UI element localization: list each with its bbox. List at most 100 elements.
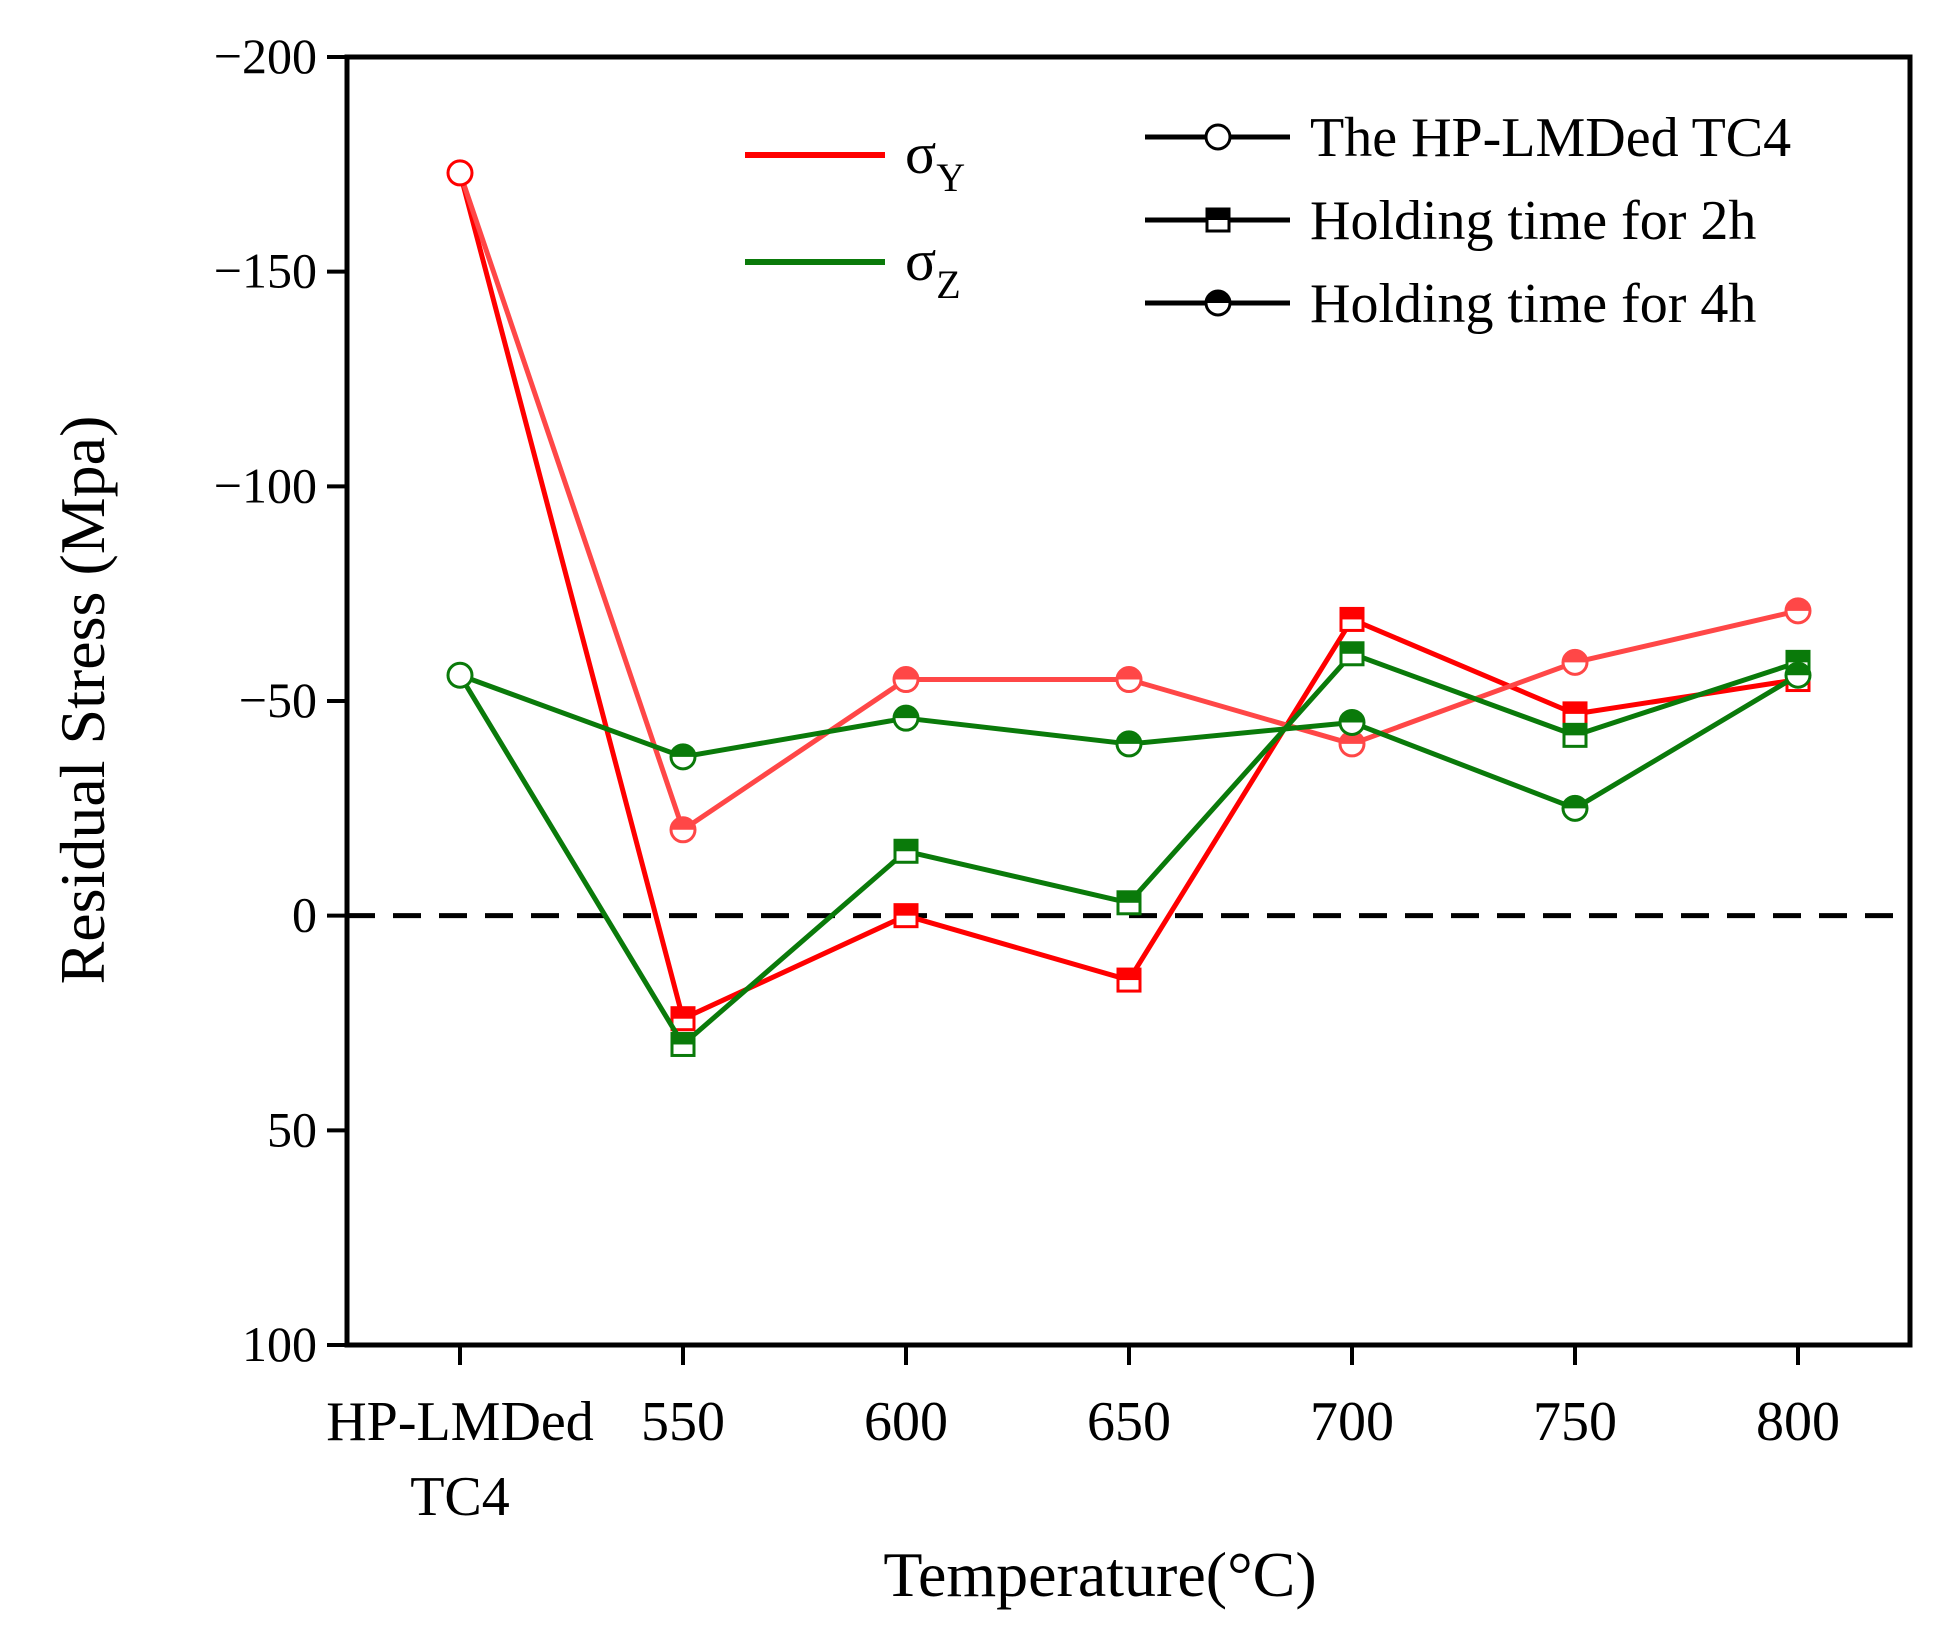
data-point-edge <box>892 704 920 732</box>
data-point-edge <box>669 816 697 844</box>
data-point <box>893 838 919 864</box>
data-point-edge <box>893 903 919 929</box>
y-tick-label: 0 <box>292 887 317 943</box>
data-point <box>1339 641 1365 667</box>
series-layer <box>446 159 1812 1057</box>
data-point <box>1562 722 1588 748</box>
x-tick-label-line2: TC4 <box>410 1466 510 1528</box>
legend-marker-symbol <box>1204 289 1232 317</box>
data-point-edge <box>1561 648 1589 676</box>
data-point <box>1784 661 1812 689</box>
legend-symbol: σ <box>905 121 936 186</box>
legend-marker-symbol <box>1204 123 1232 151</box>
legend-marker-symbol-edge <box>1205 207 1231 233</box>
data-point <box>1338 708 1366 736</box>
x-tick-label: 600 <box>864 1391 948 1453</box>
y-tick-label: −200 <box>214 28 317 84</box>
data-point-edge <box>670 1031 696 1057</box>
data-point-edge <box>893 838 919 864</box>
data-point-edge <box>1784 661 1812 689</box>
legend-label: σY <box>905 121 965 200</box>
data-point <box>1561 648 1589 676</box>
data-point <box>1561 794 1589 822</box>
data-point <box>1115 730 1143 758</box>
legend-marker-symbol-fill <box>1207 209 1229 220</box>
series-z-4h <box>459 661 1812 822</box>
x-tick-label: 700 <box>1310 1391 1394 1453</box>
legend-component-y: σY <box>745 121 965 200</box>
x-tick-label: 650 <box>1087 1391 1171 1453</box>
data-point-edge <box>669 743 697 771</box>
data-point-fill <box>672 1033 694 1045</box>
series-y-2h <box>457 172 1811 1032</box>
data-point <box>892 666 920 694</box>
y-axis-title: Residual Stress (Mpa) <box>47 416 118 985</box>
x-axis-title: Temperature(°C) <box>883 1539 1316 1610</box>
data-point-edge <box>1116 890 1142 916</box>
data-point <box>1116 967 1142 993</box>
data-point-fill <box>1564 724 1586 736</box>
series-z-2h <box>457 641 1811 1057</box>
data-point-edge <box>1561 794 1589 822</box>
legend-marker-0: The HP-LMDed TC4 <box>1145 107 1791 169</box>
y-tick-label: −100 <box>214 457 317 513</box>
data-point-fill <box>672 1007 694 1019</box>
data-point <box>893 903 919 929</box>
legend-symbol: σ <box>905 228 936 293</box>
data-point-edge <box>1115 666 1143 694</box>
data-point-fill <box>1341 642 1363 654</box>
legend-subscript: Z <box>936 262 960 307</box>
y-tick-label: 100 <box>242 1316 317 1372</box>
data-point <box>669 816 697 844</box>
data-point-edge <box>670 1006 696 1032</box>
data-point <box>892 704 920 732</box>
legend-marker-symbol <box>1205 207 1231 233</box>
data-point-edge <box>892 666 920 694</box>
legend-label: σZ <box>905 228 961 307</box>
data-point <box>1116 890 1142 916</box>
y-tick-label: −50 <box>239 672 317 728</box>
data-point-fill <box>1564 702 1586 714</box>
y-tick-label: 50 <box>267 1101 317 1157</box>
data-point-edge <box>1339 641 1365 667</box>
as-built-point-y <box>446 159 474 187</box>
legend-marker-2: Holding time for 4h <box>1145 273 1756 335</box>
data-point-fill <box>1341 608 1363 620</box>
legend-label: Holding time for 4h <box>1310 273 1756 335</box>
data-point <box>670 1006 696 1032</box>
y-tick-label: −150 <box>214 243 317 299</box>
x-tick-label: HP-LMDed <box>326 1391 594 1453</box>
legend-subscript: Y <box>936 155 965 200</box>
legend-component-z: σZ <box>745 228 961 307</box>
data-point-edge <box>1562 722 1588 748</box>
data-point-edge <box>1784 597 1812 625</box>
legend-label: The HP-LMDed TC4 <box>1310 107 1791 169</box>
data-point-edge <box>1338 708 1366 736</box>
data-point <box>1784 597 1812 625</box>
data-point <box>670 1031 696 1057</box>
data-point-fill <box>895 904 917 916</box>
data-point-fill <box>1118 969 1140 981</box>
legend-marker-1: Holding time for 2h <box>1145 190 1756 252</box>
series-y-4h <box>457 172 1812 844</box>
data-point <box>1338 730 1366 758</box>
data-point-fill <box>1118 891 1140 903</box>
data-point-edge <box>1116 967 1142 993</box>
legend-marker-symbol-edge <box>1204 289 1232 317</box>
data-point-fill <box>1787 651 1809 663</box>
data-point-fill <box>895 840 917 852</box>
data-point-edge <box>1115 730 1143 758</box>
x-tick-label: 550 <box>641 1391 725 1453</box>
as-built-point-z <box>446 661 474 689</box>
data-point <box>1115 666 1143 694</box>
data-point-edge <box>1339 606 1365 632</box>
x-tick-label: 750 <box>1533 1391 1617 1453</box>
legend-label: Holding time for 2h <box>1310 190 1756 252</box>
data-point <box>1562 701 1588 727</box>
data-point <box>669 743 697 771</box>
data-point <box>1339 606 1365 632</box>
x-tick-label: 800 <box>1756 1391 1840 1453</box>
